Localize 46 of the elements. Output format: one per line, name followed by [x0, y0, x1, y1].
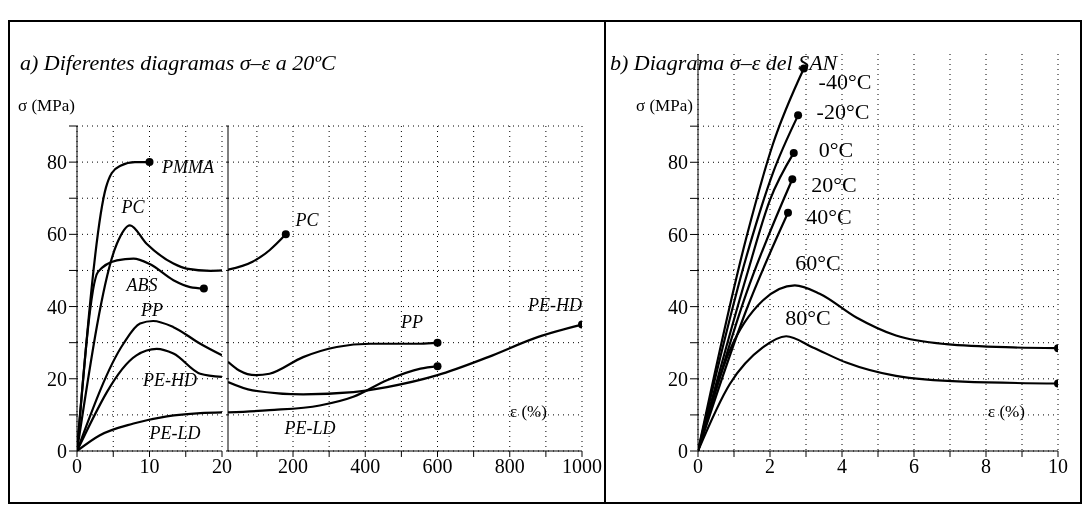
series-label: PC [295, 210, 319, 230]
x-tick-label: 0 [72, 455, 82, 478]
x-tick-label: 800 [494, 455, 525, 478]
chart-title: a) Diferentes diagramas σ–ε a 20ºC [20, 50, 336, 76]
x-tick-label: 600 [422, 455, 453, 478]
y-tick-label: 80 [668, 151, 688, 174]
series-label: 60°C [795, 250, 841, 275]
series-label: -40°C [818, 69, 872, 94]
x-axis-title: ε (%) [510, 402, 547, 422]
series-label: PMMA [162, 157, 214, 177]
y-tick-label: 60 [47, 223, 67, 246]
series-label: PE-HD [143, 370, 197, 390]
x-tick-label: 8 [981, 455, 991, 478]
x-tick-label: 10 [139, 455, 160, 478]
series-label: 0°C [818, 137, 854, 162]
series-label: PP [141, 300, 163, 320]
y-tick-label: 80 [47, 151, 67, 174]
x-tick-label: 20 [212, 455, 232, 478]
series-label: 20°C [811, 172, 857, 197]
x-tick-label: 4 [837, 455, 847, 478]
series-label: ABS [126, 275, 158, 295]
y-tick-label: 40 [47, 295, 67, 318]
series-label: PE-LD [149, 423, 201, 443]
series-label: -20°C [816, 99, 870, 124]
x-tick-label: 2 [765, 455, 775, 478]
y-tick-label: 0 [678, 440, 688, 463]
series-label: 40°C [806, 204, 852, 229]
series-label: PE-LD [284, 418, 336, 438]
x-tick-label: 200 [278, 455, 309, 478]
series-label: PP [401, 312, 423, 332]
x-tick-label: 6 [909, 455, 919, 478]
y-tick-label: 0 [57, 440, 67, 463]
y-tick-label: 20 [47, 367, 67, 390]
y-tick-label: 60 [668, 223, 688, 246]
y-tick-label: 40 [668, 295, 688, 318]
series-label: 80°C [785, 305, 831, 330]
series-label: PC [121, 197, 145, 217]
series-label: PE-HD [528, 295, 582, 315]
y-axis-title: σ (MPa) [18, 96, 75, 116]
x-tick-label: 0 [693, 455, 703, 478]
y-tick-label: 20 [668, 367, 688, 390]
y-axis-title: σ (MPa) [636, 96, 693, 116]
x-tick-label: 400 [350, 455, 381, 478]
x-axis-title: ε (%) [988, 402, 1025, 422]
x-tick-label: 1000 [562, 455, 602, 478]
x-tick-label: 10 [1048, 455, 1068, 478]
